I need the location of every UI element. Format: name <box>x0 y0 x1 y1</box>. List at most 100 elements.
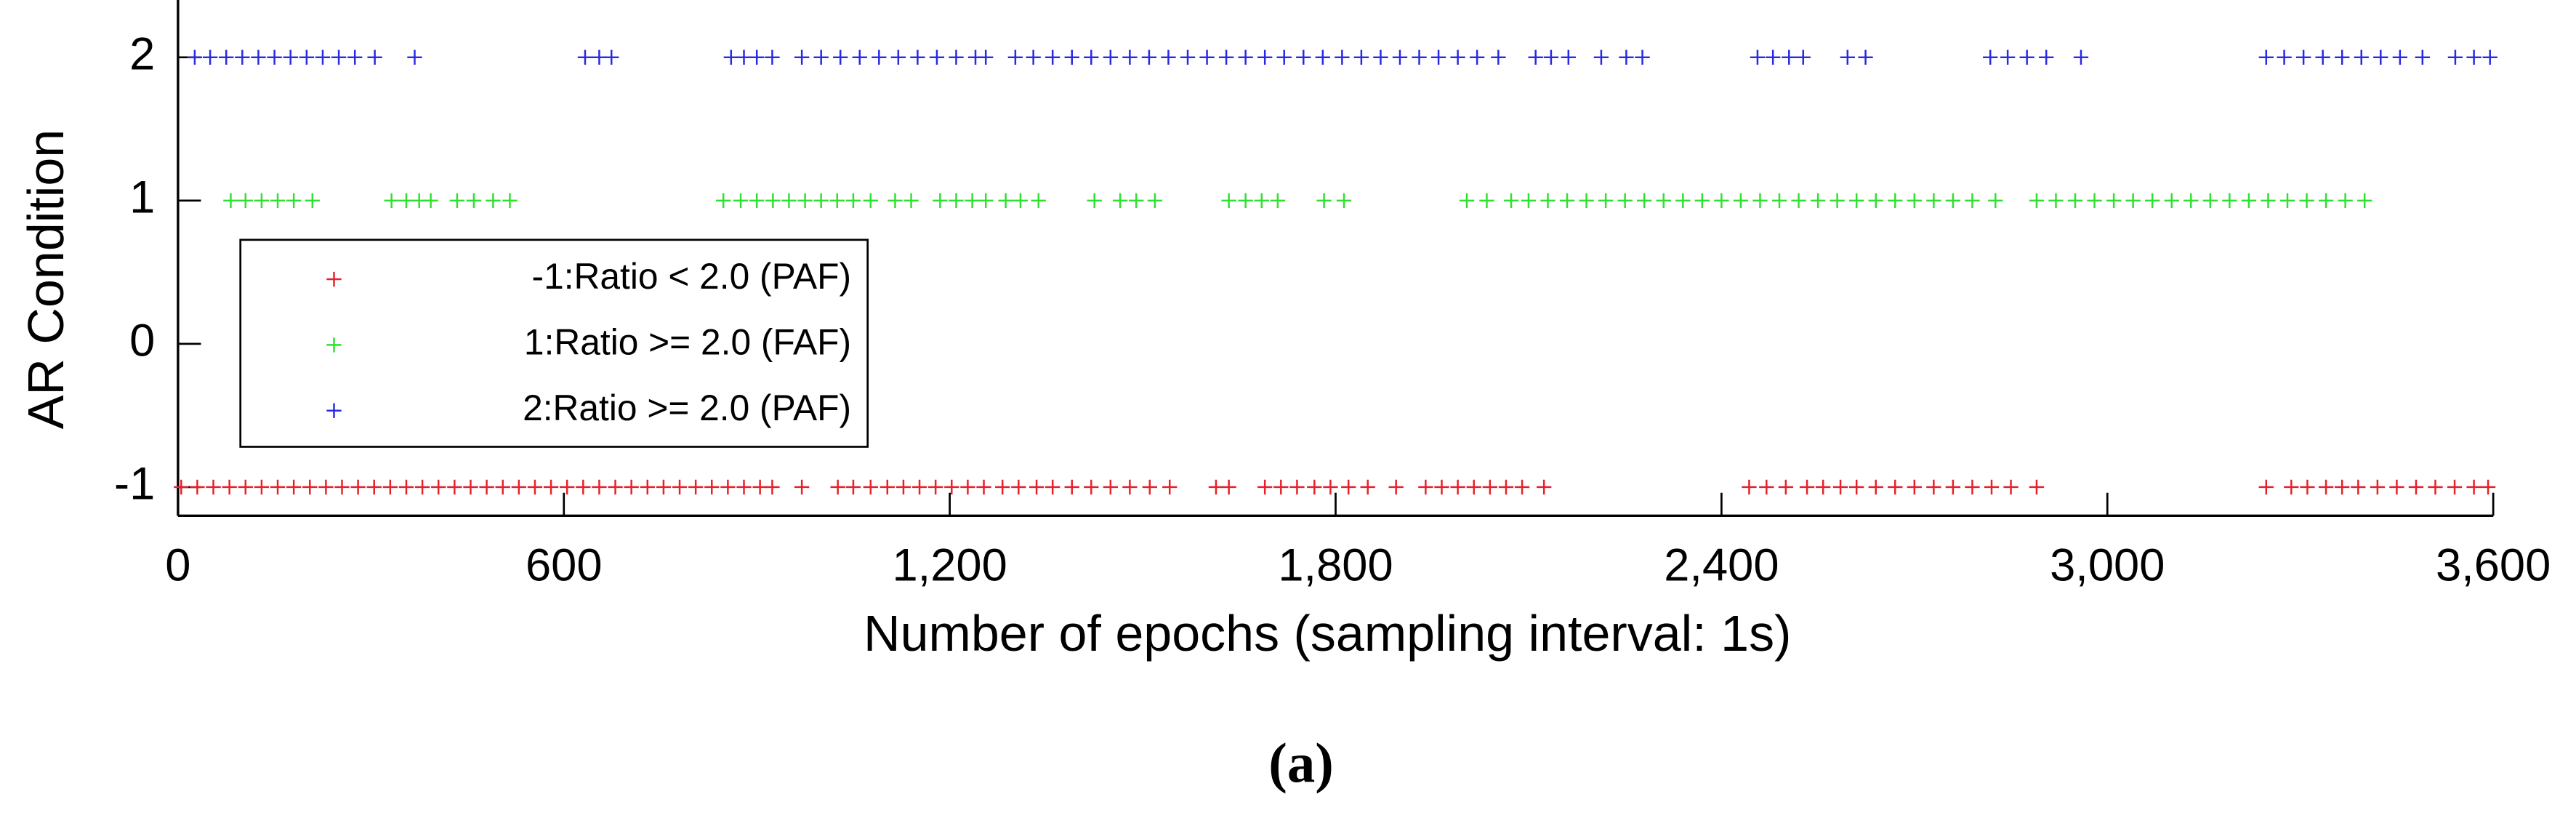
data-point <box>479 479 494 495</box>
data-point <box>331 49 347 65</box>
data-point <box>1537 479 1552 495</box>
data-point <box>765 49 780 65</box>
data-point <box>2258 49 2274 65</box>
data-point <box>407 49 422 65</box>
data-point <box>2048 193 2064 209</box>
data-point <box>1888 193 1903 209</box>
x-tick-label: 2,400 <box>1664 540 1779 590</box>
data-point <box>2354 49 2369 65</box>
data-point <box>965 193 980 209</box>
data-point <box>190 479 205 495</box>
data-point <box>736 479 752 495</box>
data-point <box>1514 479 1530 495</box>
data-point <box>813 49 829 65</box>
data-point <box>1257 479 1273 495</box>
data-point <box>1360 479 1375 495</box>
data-point <box>1816 479 1831 495</box>
data-point <box>2222 193 2237 209</box>
data-point <box>1270 193 1286 209</box>
data-point <box>1084 479 1099 495</box>
data-point <box>1373 49 1388 65</box>
data-point <box>1276 49 1292 65</box>
data-point <box>286 193 302 209</box>
data-point <box>2392 49 2408 65</box>
data-point <box>1965 479 1980 495</box>
data-point <box>1221 479 1236 495</box>
data-point <box>998 193 1013 209</box>
data-point <box>1045 49 1060 65</box>
data-point <box>1965 193 1980 209</box>
data-point <box>949 49 964 65</box>
data-point <box>995 479 1010 495</box>
data-point <box>933 193 948 209</box>
data-point <box>863 193 878 209</box>
data-point <box>449 193 465 209</box>
data-point <box>910 49 925 65</box>
data-point <box>723 49 738 65</box>
data-point <box>398 479 414 495</box>
data-point <box>1238 193 1253 209</box>
legend-box <box>239 238 869 448</box>
data-point <box>688 479 704 495</box>
data-point <box>978 193 994 209</box>
data-point <box>223 193 238 209</box>
data-point <box>1470 49 1485 65</box>
data-point <box>1907 193 1922 209</box>
data-point <box>2357 193 2372 209</box>
data-point <box>1840 49 1855 65</box>
data-point <box>1388 479 1404 495</box>
data-point <box>1635 49 1650 65</box>
data-point <box>2466 479 2482 495</box>
data-point <box>833 49 848 65</box>
data-point <box>794 49 810 65</box>
y-tick-label: 1 <box>129 172 155 223</box>
data-point <box>1849 479 1864 495</box>
x-tick-label: 3,600 <box>2436 540 2551 590</box>
data-point <box>2335 49 2350 65</box>
data-point <box>2284 479 2299 495</box>
legend-marker <box>326 403 342 418</box>
data-point <box>1593 49 1609 65</box>
data-point <box>890 49 906 65</box>
data-point <box>2039 49 2054 65</box>
x-tick-label: 600 <box>526 540 603 590</box>
data-point <box>2408 479 2424 495</box>
data-point <box>604 49 619 65</box>
data-point <box>1315 49 1330 65</box>
data-point <box>704 479 720 495</box>
data-point <box>845 479 861 495</box>
data-point <box>1795 49 1811 65</box>
data-point <box>1830 193 1845 209</box>
data-point <box>174 479 189 495</box>
data-point <box>1750 49 1766 65</box>
data-point <box>1598 193 1614 209</box>
y-tick-label: 0 <box>129 316 155 366</box>
data-point <box>1307 479 1322 495</box>
data-point <box>1926 479 1941 495</box>
data-point <box>2415 49 2430 65</box>
data-point <box>254 479 270 495</box>
data-point <box>1765 49 1781 65</box>
data-point <box>2428 479 2443 495</box>
data-point <box>1984 479 2000 495</box>
data-point <box>486 193 501 209</box>
data-point <box>1335 49 1350 65</box>
data-point <box>382 479 398 495</box>
data-point <box>872 49 887 65</box>
data-point <box>1759 479 1774 495</box>
data-point <box>2318 479 2334 495</box>
data-point <box>733 193 749 209</box>
data-point <box>576 479 591 495</box>
data-point <box>797 193 813 209</box>
data-point <box>1479 193 1494 209</box>
data-point <box>431 479 446 495</box>
data-point <box>1926 193 1941 209</box>
data-point <box>2087 193 2102 209</box>
data-point <box>720 479 736 495</box>
data-point <box>347 49 363 65</box>
data-point <box>1694 193 1710 209</box>
data-point <box>560 479 575 495</box>
data-point <box>1353 49 1369 65</box>
data-point <box>749 49 765 65</box>
